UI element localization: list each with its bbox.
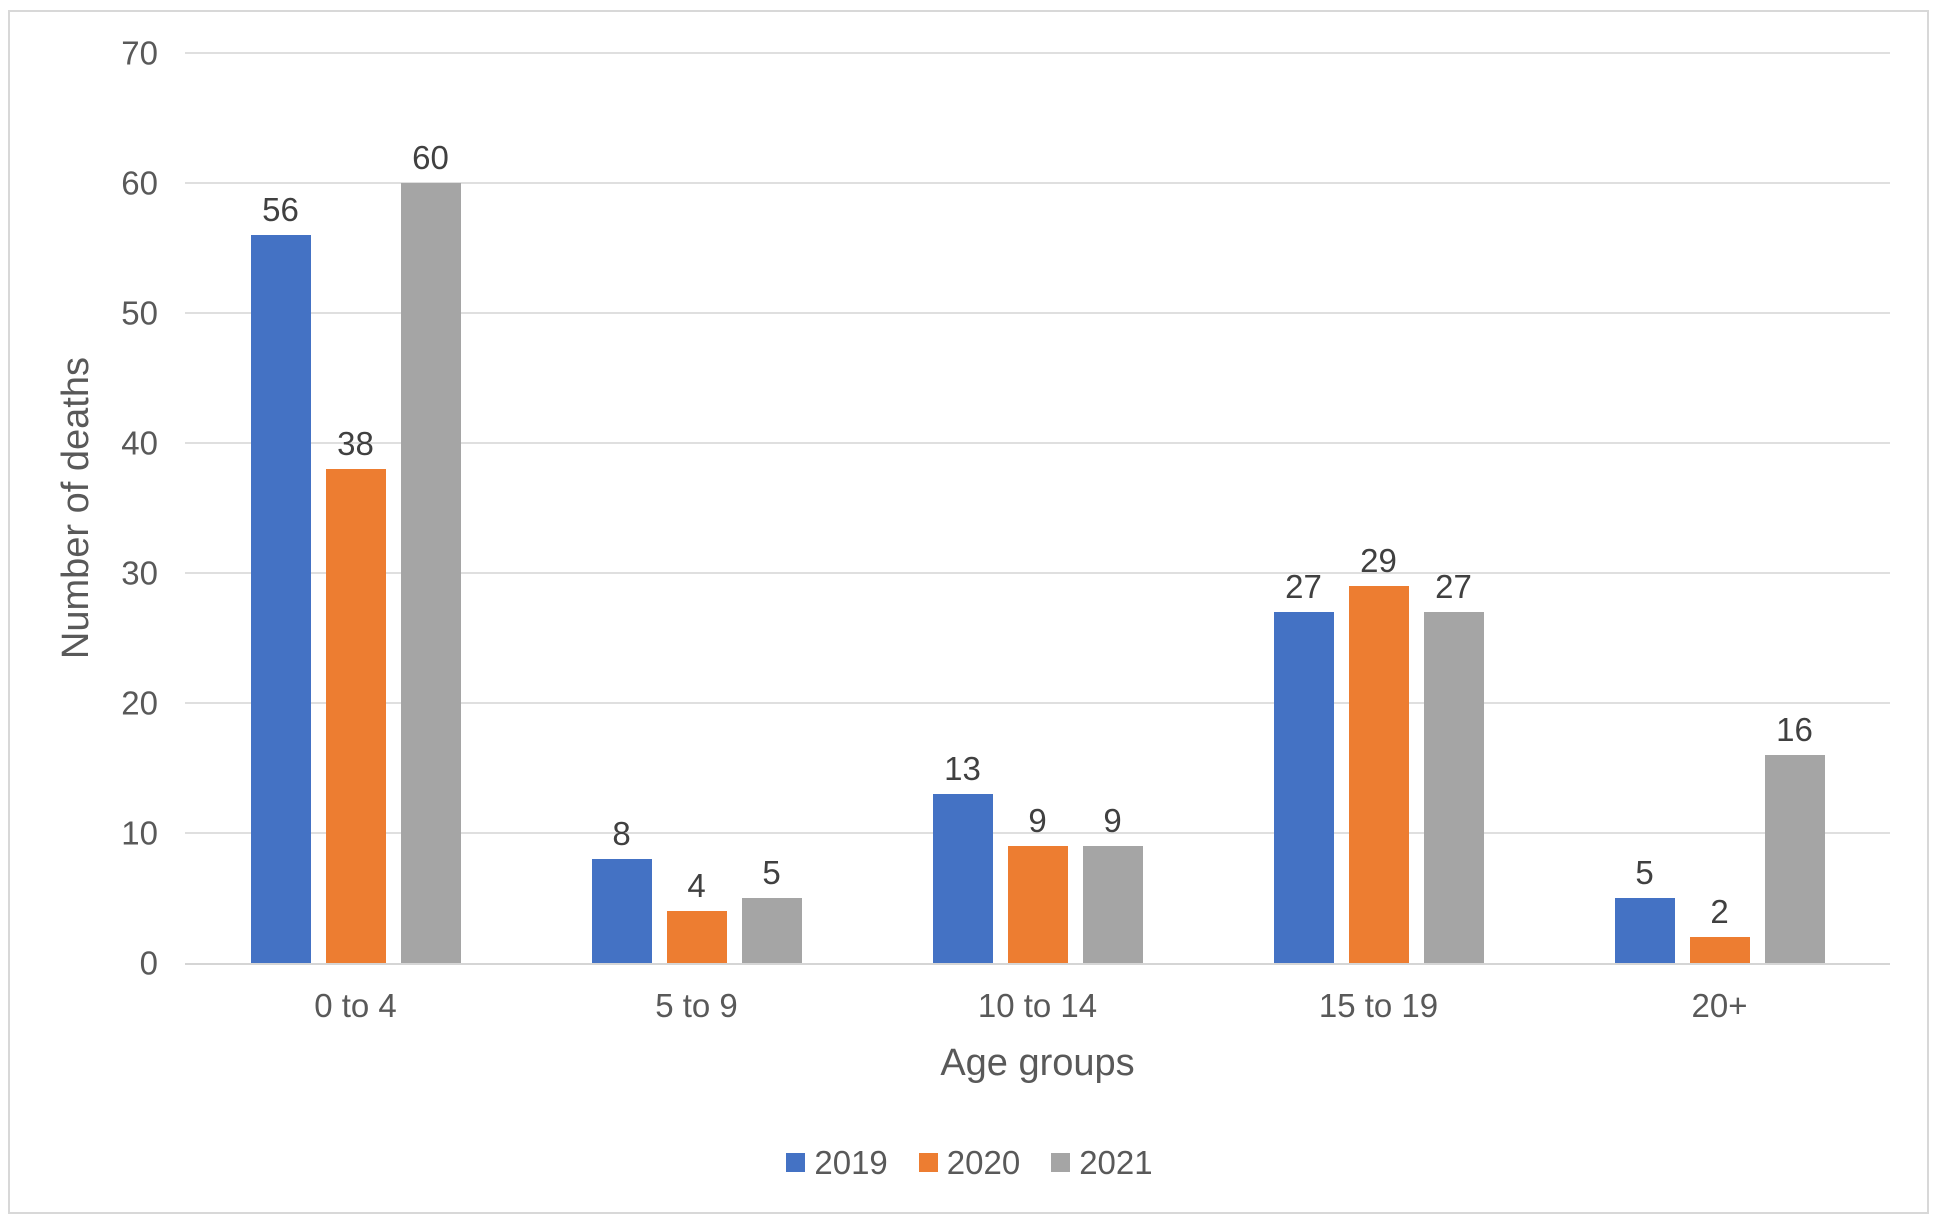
bar-value-label: 27 xyxy=(1285,568,1322,605)
y-tick-label-60: 60 xyxy=(121,164,158,202)
legend: 2019 2020 2021 xyxy=(0,1146,1939,1179)
legend-item-2021: 2021 xyxy=(1051,1144,1153,1181)
bar-2020-20+: 2 xyxy=(1689,895,1750,963)
bar-2020-0-to-4: 38 xyxy=(325,427,386,963)
bar-value-label: 60 xyxy=(412,139,449,176)
bar-2021-5-to-9: 5 xyxy=(741,856,802,963)
bar-value-label: 2 xyxy=(1710,893,1729,930)
legend-swatch-2020 xyxy=(918,1153,938,1172)
gridline-10 xyxy=(185,832,1890,834)
category-label-10-to-14: 10 to 14 xyxy=(977,987,1098,1024)
category-label-0-to-4: 0 to 4 xyxy=(314,987,397,1024)
y-tick-label-70: 70 xyxy=(121,34,158,72)
y-tick-label-50: 50 xyxy=(121,294,158,332)
gridline-70 xyxy=(185,52,1890,54)
y-tick-label-30: 30 xyxy=(121,554,158,592)
bar-value-label: 56 xyxy=(262,191,299,228)
y-tick-label-20: 20 xyxy=(121,684,158,722)
legend-swatch-2021 xyxy=(1051,1153,1071,1172)
bar-value-label: 27 xyxy=(1435,568,1472,605)
bar-value-label: 13 xyxy=(944,750,981,787)
bar-2019-20+: 5 xyxy=(1614,856,1675,963)
bar-value-label: 38 xyxy=(337,425,374,462)
bar-2021-15-to-19: 27 xyxy=(1423,570,1484,963)
plot-area: 56 38 60 8 4 5 13 9 9 27 29 27 5 2 16 xyxy=(185,52,1890,965)
bar-group-15-to-19: 27 29 27 xyxy=(1208,53,1549,963)
legend-label-2019: 2019 xyxy=(814,1144,888,1181)
bar-value-label: 8 xyxy=(612,815,631,852)
x-axis-title: Age groups xyxy=(940,1042,1135,1084)
bar-2020-15-to-19: 29 xyxy=(1348,544,1409,963)
bar-value-label: 9 xyxy=(1103,802,1122,839)
bar-group-0-to-4: 56 38 60 xyxy=(185,53,526,963)
y-tick-label-40: 40 xyxy=(121,424,158,462)
y-axis-title-text: Number of deaths xyxy=(54,356,97,660)
bar-2019-5-to-9: 8 xyxy=(591,817,652,963)
gridline-30 xyxy=(185,572,1890,574)
legend-label-2020: 2020 xyxy=(946,1144,1021,1181)
legend-item-2020: 2020 xyxy=(918,1144,1021,1181)
bar-value-label: 9 xyxy=(1028,802,1047,839)
gridline-40 xyxy=(185,442,1890,444)
bar-value-label: 5 xyxy=(762,854,781,891)
bar-2021-20+: 16 xyxy=(1764,713,1825,963)
bar-value-label: 5 xyxy=(1635,854,1654,891)
gridline-20 xyxy=(185,702,1890,704)
gridline-60 xyxy=(185,182,1890,184)
gridline-50 xyxy=(185,312,1890,314)
bar-2020-5-to-9: 4 xyxy=(666,869,727,963)
bar-group-10-to-14: 13 9 9 xyxy=(867,53,1208,963)
bar-2019-15-to-19: 27 xyxy=(1273,570,1334,963)
bar-2019-0-to-4: 56 xyxy=(250,193,311,963)
bar-2021-10-to-14: 9 xyxy=(1082,804,1143,963)
legend-item-2019: 2019 xyxy=(786,1144,888,1181)
y-tick-label-10: 10 xyxy=(121,814,158,852)
legend-swatch-2019 xyxy=(786,1153,806,1172)
category-label-20+: 20+ xyxy=(1691,987,1748,1024)
y-tick-label-0: 0 xyxy=(139,944,158,982)
category-label-15-to-19: 15 to 19 xyxy=(1318,987,1439,1024)
bar-2019-10-to-14: 13 xyxy=(932,752,993,963)
bar-value-label: 29 xyxy=(1360,542,1397,579)
legend-label-2021: 2021 xyxy=(1079,1144,1153,1181)
bar-2020-10-to-14: 9 xyxy=(1007,804,1068,963)
bar-2021-0-to-4: 60 xyxy=(400,141,461,963)
bar-value-label: 16 xyxy=(1776,711,1813,748)
bar-value-label: 4 xyxy=(687,867,706,904)
bar-group-20+: 5 2 16 xyxy=(1549,53,1890,963)
category-label-5-to-9: 5 to 9 xyxy=(655,987,738,1024)
bar-group-5-to-9: 8 4 5 xyxy=(526,53,867,963)
